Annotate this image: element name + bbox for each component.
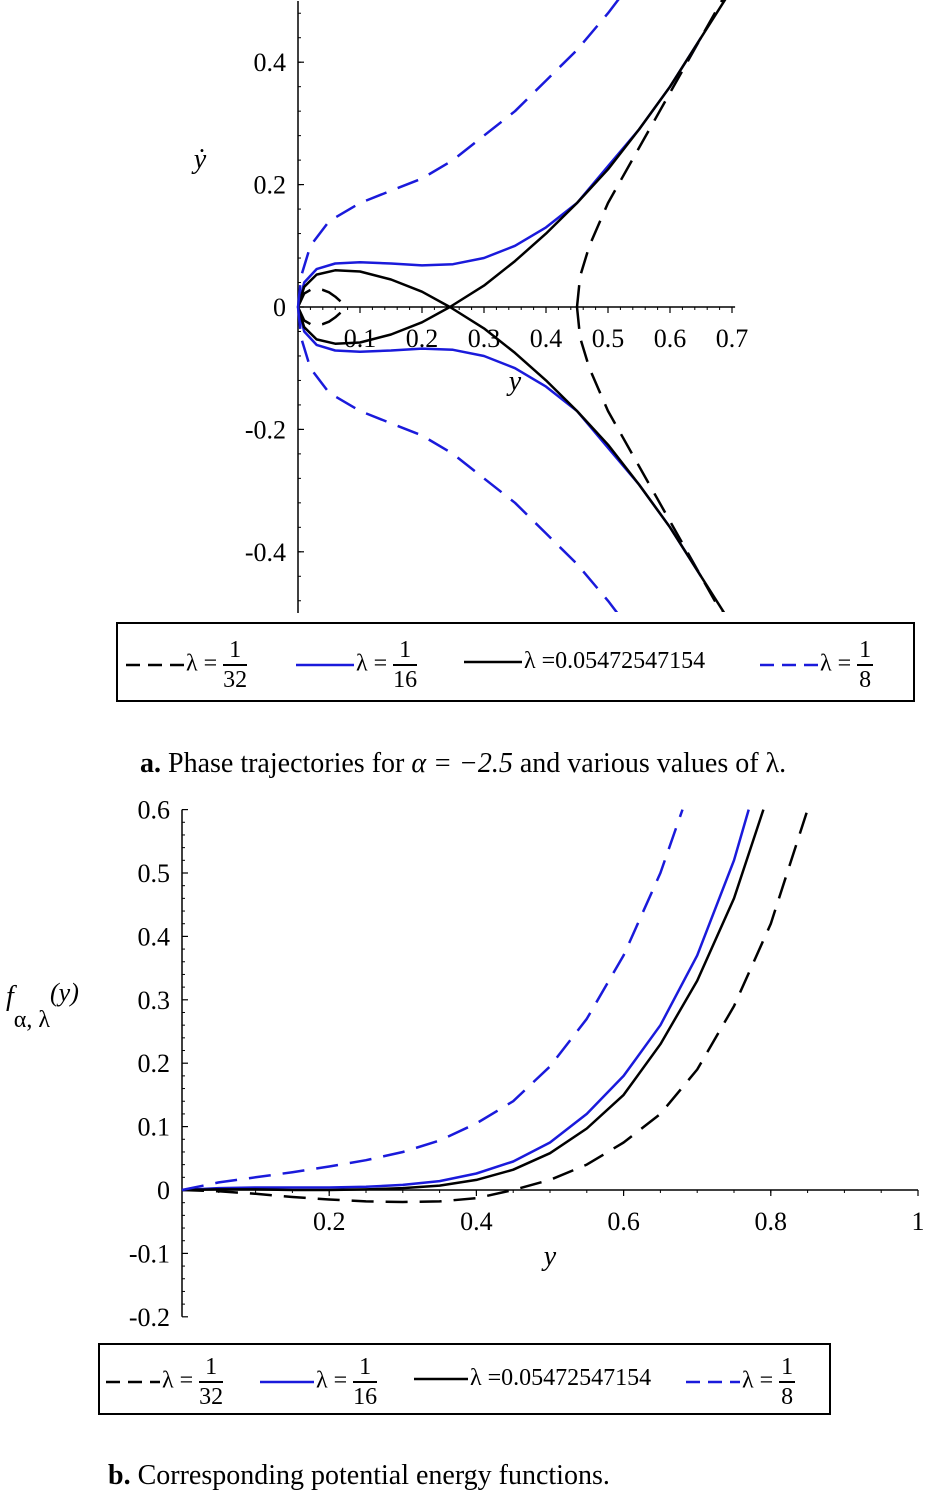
y-tick-label-b-5: 0.2 xyxy=(138,1049,171,1078)
legend-a-swatch-2 xyxy=(296,663,354,667)
x-tick-label-b-1: 0.2 xyxy=(313,1207,346,1236)
caption-b-text: Corresponding potential energy functions… xyxy=(137,1460,610,1491)
legend-b-num-1: 1 xyxy=(199,1353,224,1383)
y-axis-label-a: ẏ xyxy=(191,144,207,175)
legend-a-item-3: λ =0.05472547154 xyxy=(462,648,705,676)
y-tick-label-b-9: -0.2 xyxy=(129,1303,170,1332)
series-a-4-branch-2 xyxy=(296,306,619,612)
y-tick-label-b-2: 0.5 xyxy=(138,859,171,888)
legend-b-fraction-1: 1 32 xyxy=(199,1353,224,1411)
legend-a-num-1: 1 xyxy=(223,636,248,666)
legend-a-fraction-2: 1 16 xyxy=(393,636,418,694)
potential-energy-chart: 0.2 0.4 0.6 0.8 1 0.6 0.5 0.4 0.3 0.2 0.1 0 -0.1 -0.2… xyxy=(6,796,925,1332)
caption-b: b. Corresponding potential energy functi… xyxy=(108,1460,610,1492)
legend-a-swatch-3 xyxy=(464,661,522,664)
x-tick-label-a-6: 0.6 xyxy=(654,324,687,353)
legend-b-label-4: λ = xyxy=(742,1367,774,1394)
legend-a-value-3: 0.05472547154 xyxy=(555,648,706,674)
caption-a-text-before: Phase trajectories for xyxy=(168,748,405,779)
y-tick-label-b-1: 0.6 xyxy=(138,796,171,825)
series-b-3 xyxy=(181,809,765,1192)
series-b-1 xyxy=(181,809,809,1204)
y-tick-label-b-8: -0.1 xyxy=(129,1239,170,1268)
legend-a-fraction-1: 1 32 xyxy=(223,636,248,694)
x-axis-label-a: y xyxy=(506,366,522,397)
legend-b-item-3: λ =0.05472547154 xyxy=(412,1365,651,1393)
y-tick-label-a-4: -0.2 xyxy=(245,415,286,444)
legend-a-den-4: 8 xyxy=(859,667,872,693)
legend-a-item-2: λ = 1 16 xyxy=(294,636,418,694)
x-tick-label-a-5: 0.5 xyxy=(592,324,625,353)
legend-b-den-4: 8 xyxy=(781,1384,794,1410)
x-tick-label-b-3: 0.6 xyxy=(607,1207,640,1236)
x-tick-label-a-7: 0.7 xyxy=(716,324,749,353)
legend-a-label-3: λ = xyxy=(524,648,556,674)
caption-a: a. Phase trajectories for α = −2.5 and v… xyxy=(140,748,786,780)
legend-b-item-2: λ = 1 16 xyxy=(258,1353,378,1411)
legend-b-num-4: 1 xyxy=(779,1353,796,1383)
legend-b-label-2: λ = xyxy=(316,1367,348,1394)
y-tick-label-a-5: -0.4 xyxy=(245,538,286,567)
x-tick-label-b-4: 0.8 xyxy=(755,1207,788,1236)
y-tick-label-b-3: 0.4 xyxy=(138,922,171,951)
legend-b-swatch-1 xyxy=(106,1380,160,1384)
legend-a-num-4: 1 xyxy=(857,636,874,666)
legend-b-den-1: 32 xyxy=(199,1384,224,1410)
series-a-3-branch-1 xyxy=(296,269,726,612)
x-axis-label-b: y xyxy=(541,1241,557,1272)
series-a-1-branch-2 xyxy=(296,306,346,327)
series-a-4-branch-1 xyxy=(296,0,620,308)
phase-trajectories-chart: 0.1 0.2 0.3 0.4 0.5 0.6 0.70.40.20-0.2-0.4yẏ xyxy=(191,0,749,613)
legend-a-label-4: λ = xyxy=(820,650,852,677)
legend-b-swatch-4 xyxy=(686,1380,740,1384)
legend-b-value-3: 0.05472547154 xyxy=(501,1365,652,1391)
caption-a-label: a. xyxy=(140,748,161,779)
series-a-3-branch-2 xyxy=(296,0,727,345)
legend-a-item-1: λ = 1 32 xyxy=(124,636,248,694)
series-b-2 xyxy=(181,809,750,1192)
legend-a-den-2: 16 xyxy=(393,667,418,693)
x-tick-label-b-5: 1 xyxy=(912,1207,925,1236)
y-axis-label-b: fα, λ(y) xyxy=(6,978,79,1033)
legend-a-label-1: λ = xyxy=(186,650,218,677)
y-tick-label-a-2: 0.2 xyxy=(254,171,287,200)
caption-a-text-after: and various values of λ. xyxy=(519,748,787,779)
legend-b-label-3: λ = xyxy=(470,1365,502,1391)
x-tick-label-a-4: 0.4 xyxy=(530,324,563,353)
legend-a-swatch-1 xyxy=(126,663,184,667)
caption-b-label: b. xyxy=(108,1460,131,1491)
legend-b-fraction-2: 1 16 xyxy=(353,1353,378,1411)
caption-a-math: α = −2.5 xyxy=(411,748,513,779)
legend-b-num-2: 1 xyxy=(353,1353,378,1383)
series-group-b xyxy=(181,809,809,1204)
legend-b-swatch-3 xyxy=(414,1378,468,1381)
y-tick-label-b-4: 0.3 xyxy=(138,986,171,1015)
y-tick-label-b-7: 0 xyxy=(157,1176,170,1205)
y-tick-label-b-6: 0.1 xyxy=(138,1113,171,1142)
legend-b-label-1: λ = xyxy=(162,1367,194,1394)
legend-a-label-2: λ = xyxy=(356,650,388,677)
y-tick-label-a-1: 0.4 xyxy=(254,48,287,77)
legend-b-item-1: λ = 1 32 xyxy=(104,1353,224,1411)
series-group-a xyxy=(296,0,727,612)
legend-b-swatch-2 xyxy=(260,1380,314,1384)
legend-a-swatch-4 xyxy=(760,663,818,667)
series-a-1-branch-1 xyxy=(296,287,346,308)
x-tick-label-b-2: 0.4 xyxy=(460,1207,493,1236)
legend-a-den-1: 32 xyxy=(223,667,248,693)
y-tick-label-a-3: 0 xyxy=(273,293,286,322)
series-b-4 xyxy=(181,809,684,1192)
legend-a-num-2: 1 xyxy=(393,636,418,666)
legend-b-den-2: 16 xyxy=(353,1384,378,1410)
